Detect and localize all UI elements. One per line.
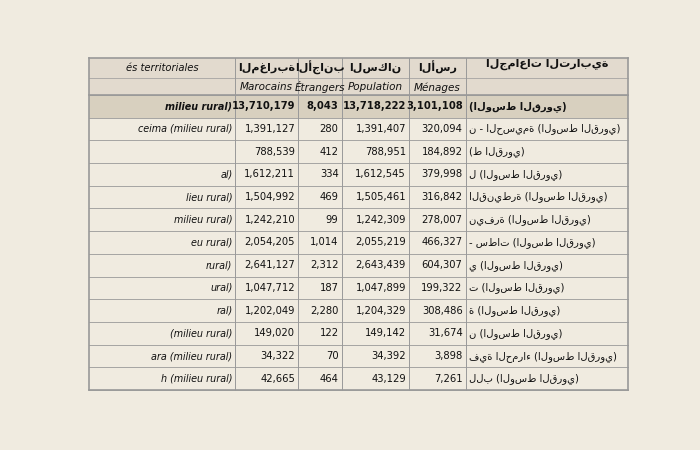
- Text: 2,055,219: 2,055,219: [356, 238, 406, 248]
- Text: 466,327: 466,327: [421, 238, 463, 248]
- Text: 1,204,329: 1,204,329: [356, 306, 406, 315]
- Text: 1,047,899: 1,047,899: [356, 283, 406, 293]
- Text: ara (milieu rural): ara (milieu rural): [151, 351, 232, 361]
- Text: 1,391,127: 1,391,127: [244, 124, 295, 134]
- Text: 13,718,222: 13,718,222: [343, 101, 406, 111]
- Text: 13,710,179: 13,710,179: [232, 101, 295, 111]
- Text: 278,007: 278,007: [421, 215, 463, 225]
- Text: 99: 99: [326, 215, 339, 225]
- Bar: [89, 58, 629, 95]
- Text: 3,101,108: 3,101,108: [406, 101, 463, 111]
- Text: Population: Population: [348, 82, 403, 92]
- Text: Ménages: Ménages: [414, 82, 461, 93]
- Text: ral): ral): [216, 306, 232, 315]
- Text: 604,307: 604,307: [421, 260, 463, 270]
- Text: ceima (milieu rural): ceima (milieu rural): [138, 124, 232, 134]
- Text: 464: 464: [320, 374, 339, 384]
- Text: - سطات (الوسط القروي): - سطات (الوسط القروي): [469, 237, 595, 248]
- Text: 7,261: 7,261: [434, 374, 463, 384]
- Text: 2,054,205: 2,054,205: [245, 238, 295, 248]
- Text: السكان: السكان: [349, 63, 402, 73]
- Text: 1,612,211: 1,612,211: [244, 169, 295, 179]
- Text: القنيطرة (الوسط القروي): القنيطرة (الوسط القروي): [469, 192, 608, 202]
- Text: 469: 469: [320, 192, 339, 202]
- Text: 1,242,210: 1,242,210: [244, 215, 295, 225]
- Text: 1,612,545: 1,612,545: [356, 169, 406, 179]
- Text: فية الحمراء (الوسط القروي): فية الحمراء (الوسط القروي): [469, 351, 617, 361]
- Text: 187: 187: [320, 283, 339, 293]
- Text: 2,280: 2,280: [310, 306, 339, 315]
- Text: lieu rural): lieu rural): [186, 192, 232, 202]
- Text: 334: 334: [320, 169, 339, 179]
- Text: 184,892: 184,892: [421, 147, 463, 157]
- Text: نيفرة (الوسط القروي): نيفرة (الوسط القروي): [469, 214, 591, 225]
- Text: 42,665: 42,665: [260, 374, 295, 384]
- Text: 280: 280: [320, 124, 339, 134]
- Text: ي (الوسط القروي): ي (الوسط القروي): [469, 260, 563, 270]
- Text: للب (الوسط القروي): للب (الوسط القروي): [469, 374, 579, 384]
- Text: 8,043: 8,043: [307, 101, 339, 111]
- Text: 412: 412: [320, 147, 339, 157]
- Text: 320,094: 320,094: [421, 124, 463, 134]
- Bar: [89, 95, 629, 117]
- Text: ن - الحسيمة (الوسط القروي): ن - الحسيمة (الوسط القروي): [469, 123, 620, 135]
- Text: 3,898: 3,898: [434, 351, 463, 361]
- Text: h (milieu rural): h (milieu rural): [161, 374, 232, 384]
- Text: 1,505,461: 1,505,461: [356, 192, 406, 202]
- Text: 1,242,309: 1,242,309: [356, 215, 406, 225]
- Text: 149,142: 149,142: [365, 328, 406, 338]
- Text: 1,202,049: 1,202,049: [245, 306, 295, 315]
- Text: ural): ural): [210, 283, 232, 293]
- Text: eu rural): eu rural): [191, 238, 232, 248]
- Text: 1,391,407: 1,391,407: [356, 124, 406, 134]
- Text: Marocains: Marocains: [240, 82, 293, 92]
- Text: المغاربة: المغاربة: [238, 63, 295, 73]
- Text: 31,674: 31,674: [428, 328, 463, 338]
- Text: 34,392: 34,392: [372, 351, 406, 361]
- Text: 1,504,992: 1,504,992: [244, 192, 295, 202]
- Text: (الوسط القروي): (الوسط القروي): [469, 101, 566, 112]
- Text: ل (الوسط القروي): ل (الوسط القروي): [469, 169, 562, 180]
- Text: الأجانب: الأجانب: [295, 61, 345, 75]
- Text: 43,129: 43,129: [371, 374, 406, 384]
- Text: 2,643,439: 2,643,439: [356, 260, 406, 270]
- Text: (milieu rural): (milieu rural): [170, 328, 232, 338]
- Text: 2,312: 2,312: [310, 260, 339, 270]
- Text: milieu rural): milieu rural): [165, 101, 232, 111]
- Text: الجماعات الترابية: الجماعات الترابية: [486, 59, 608, 70]
- Text: 1,047,712: 1,047,712: [244, 283, 295, 293]
- Text: 2,641,127: 2,641,127: [244, 260, 295, 270]
- Text: 379,998: 379,998: [421, 169, 463, 179]
- Text: ن (الوسط القروي): ن (الوسط القروي): [469, 328, 562, 339]
- Text: milieu rural): milieu rural): [174, 215, 232, 225]
- Text: 308,486: 308,486: [422, 306, 463, 315]
- Text: rural): rural): [206, 260, 232, 270]
- Text: ة (الوسط القروي): ة (الوسط القروي): [469, 305, 560, 316]
- Text: al): al): [220, 169, 232, 179]
- Text: 122: 122: [319, 328, 339, 338]
- Text: 1,014: 1,014: [310, 238, 339, 248]
- Text: 788,951: 788,951: [365, 147, 406, 157]
- Text: 788,539: 788,539: [254, 147, 295, 157]
- Text: 70: 70: [326, 351, 339, 361]
- Text: és territoriales: és territoriales: [125, 63, 198, 73]
- Text: (ط القروي): (ط القروي): [469, 146, 524, 157]
- Text: الأسر: الأسر: [418, 61, 457, 74]
- Text: Étrangers: Étrangers: [295, 81, 345, 94]
- Text: 34,322: 34,322: [260, 351, 295, 361]
- Text: 199,322: 199,322: [421, 283, 463, 293]
- Text: 316,842: 316,842: [421, 192, 463, 202]
- Text: ت (الوسط القروي): ت (الوسط القروي): [469, 283, 564, 293]
- Text: 149,020: 149,020: [254, 328, 295, 338]
